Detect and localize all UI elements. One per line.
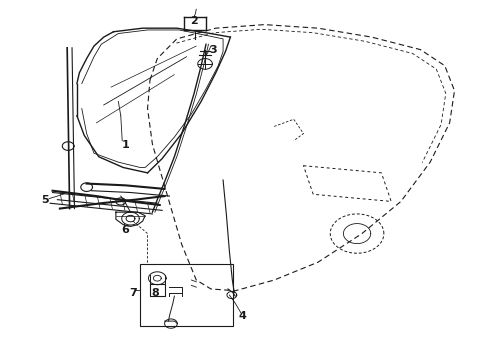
Bar xyxy=(140,264,233,327)
Text: 5: 5 xyxy=(42,195,49,204)
Text: 6: 6 xyxy=(122,225,129,235)
Text: 1: 1 xyxy=(122,140,129,150)
Text: 7: 7 xyxy=(129,288,137,297)
Text: 8: 8 xyxy=(151,288,159,297)
Text: 2: 2 xyxy=(190,16,198,26)
Text: 3: 3 xyxy=(210,45,217,55)
Text: 4: 4 xyxy=(239,311,246,321)
